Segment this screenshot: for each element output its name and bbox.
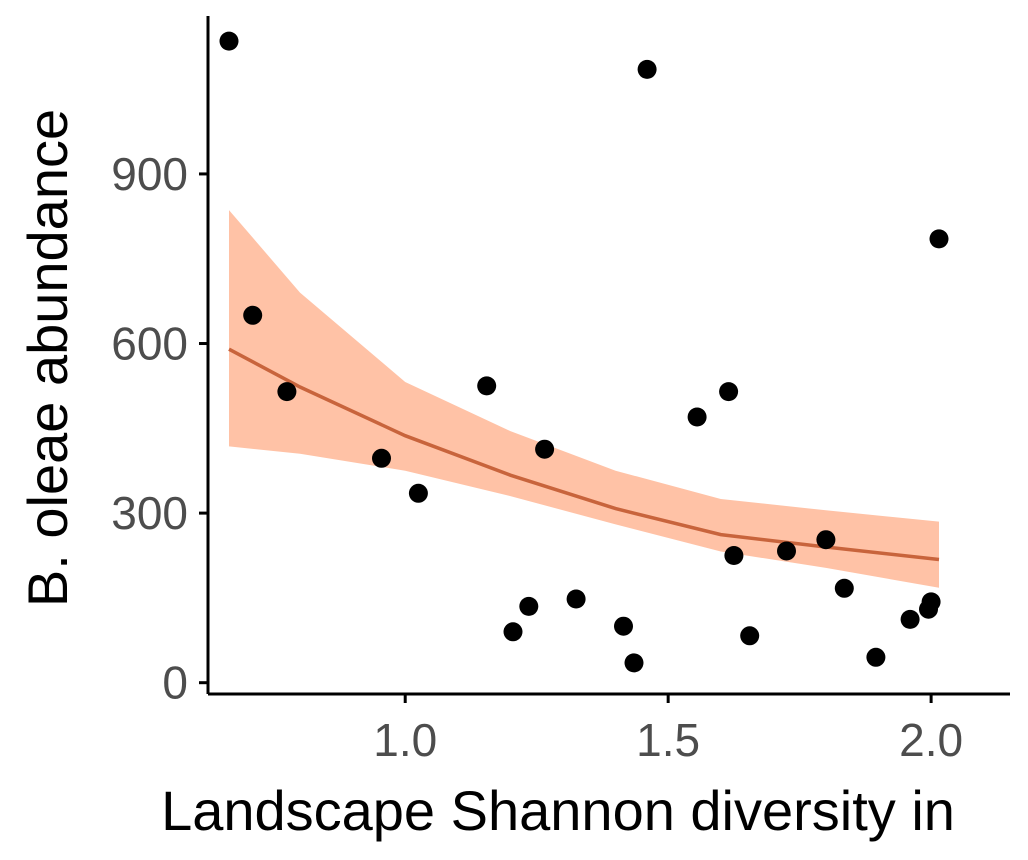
data-point-16 (724, 546, 744, 565)
y-axis-title: B. oleae abundance (16, 109, 79, 607)
data-point-8 (519, 596, 539, 616)
data-point-21 (866, 647, 886, 667)
ticks-layer: 0 300 600 900 1.0 1.5 2.0 (111, 148, 963, 766)
confidence-band-layer (229, 210, 939, 588)
data-point-11 (614, 616, 633, 636)
x-axis-title: Landscape Shannon diversity in (161, 779, 955, 842)
data-point-13 (637, 59, 657, 79)
y-tick-label: 300 (111, 487, 188, 539)
data-point-22 (900, 609, 920, 629)
data-point-5 (408, 483, 428, 503)
data-point-24 (921, 592, 941, 612)
x-tick-label: 1.5 (636, 714, 700, 766)
data-point-7 (503, 622, 523, 642)
data-point-19 (816, 530, 836, 550)
data-point-25 (929, 229, 949, 249)
axes-layer (206, 16, 1010, 696)
data-point-9 (535, 439, 555, 459)
x-tick-label: 2.0 (899, 714, 963, 766)
x-tick-label: 1.0 (373, 714, 437, 766)
y-tick-label: 0 (162, 657, 188, 709)
data-point-17 (740, 626, 760, 646)
data-point-12 (624, 653, 644, 673)
fit-line (228, 347, 940, 562)
y-tick-label: 900 (111, 148, 188, 200)
data-point-3 (277, 382, 297, 402)
data-point-2 (243, 305, 263, 325)
data-point-15 (719, 382, 739, 402)
data-point-1 (219, 31, 239, 51)
fit-line-layer (228, 347, 940, 562)
y-tick-label: 600 (111, 318, 188, 370)
data-points-layer (219, 31, 949, 673)
data-point-10 (566, 589, 586, 609)
data-point-6 (477, 376, 497, 396)
confidence-band (229, 210, 939, 588)
data-point-20 (834, 578, 854, 598)
data-point-14 (687, 407, 707, 427)
data-point-4 (372, 448, 391, 468)
data-point-18 (777, 541, 796, 561)
